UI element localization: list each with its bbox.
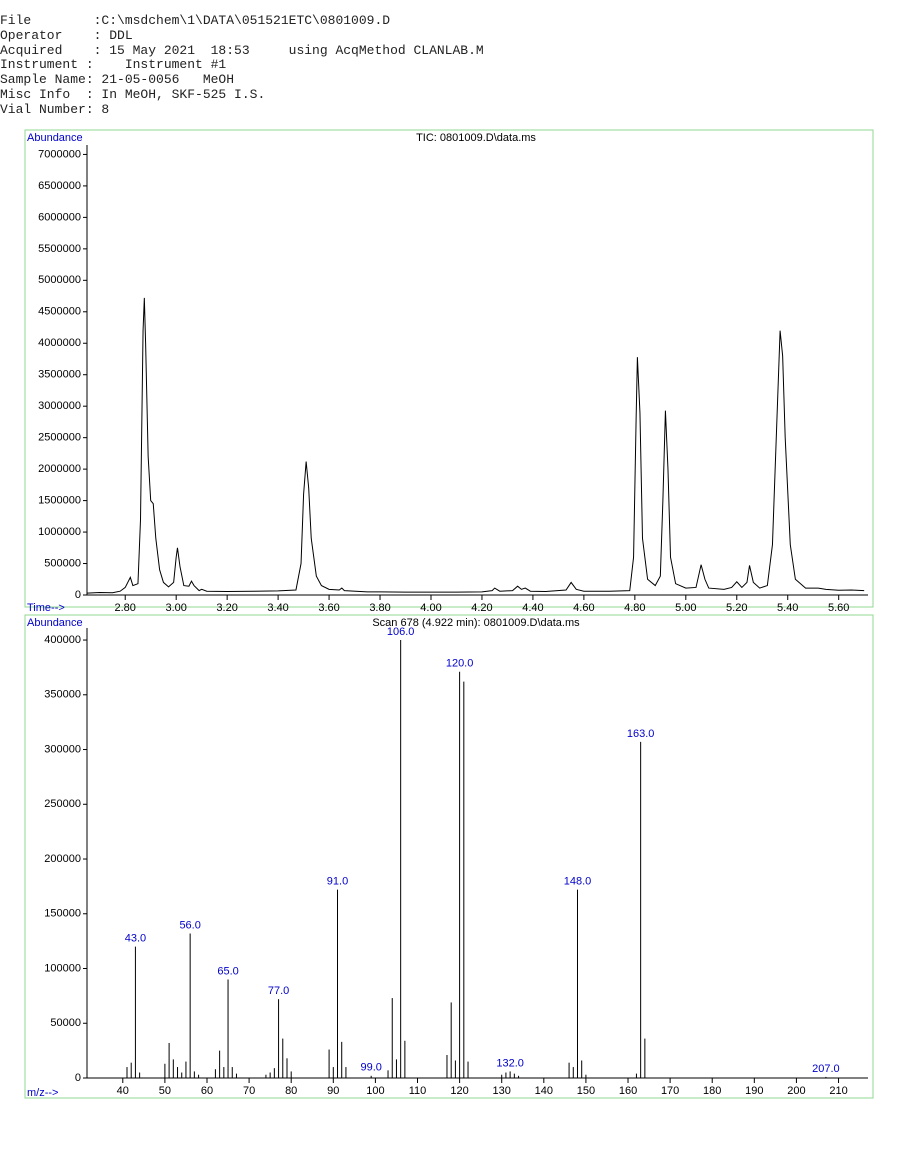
y-tick-label: 0 — [75, 1072, 81, 1084]
y-tick-label: 250000 — [44, 798, 81, 810]
peak-label: 207.0 — [812, 1063, 840, 1075]
x-tick-label: 70 — [243, 1085, 255, 1097]
y-tick-label: 7000000 — [38, 148, 81, 160]
x-tick-label: 180 — [703, 1085, 721, 1097]
peak-label: 56.0 — [179, 919, 200, 931]
y-tick-label: 150000 — [44, 908, 81, 920]
peak-label: 99.0 — [360, 1062, 381, 1074]
x-tick-label: 3.00 — [165, 602, 186, 614]
x-tick-label: 2.80 — [115, 602, 136, 614]
x-tick-label: 190 — [745, 1085, 763, 1097]
x-tick-label: 110 — [409, 1085, 427, 1097]
y-tick-label: 6500000 — [38, 180, 81, 192]
x-tick-label: 140 — [535, 1085, 553, 1097]
y-tick-label: 500000 — [44, 557, 81, 569]
y-tick-label: 2000000 — [38, 463, 81, 475]
y-axis-label: Abundance — [27, 617, 83, 629]
x-tick-label: 150 — [577, 1085, 595, 1097]
y-tick-label: 1500000 — [38, 495, 81, 507]
trace — [86, 297, 865, 594]
y-tick-label: 4000000 — [38, 337, 81, 349]
x-tick-label: 3.80 — [369, 602, 390, 614]
y-axis-label: Abundance — [27, 132, 83, 144]
x-axis-label: Time--> — [27, 602, 65, 614]
x-tick-label: 3.60 — [318, 602, 339, 614]
y-tick-label: 400000 — [44, 634, 81, 646]
x-tick-label: 5.20 — [726, 602, 747, 614]
peak-label: 148.0 — [564, 876, 592, 888]
peak-label: 91.0 — [327, 876, 348, 888]
x-tick-label: 210 — [829, 1085, 847, 1097]
y-tick-label: 100000 — [44, 962, 81, 974]
x-tick-label: 5.60 — [828, 602, 849, 614]
x-tick-label: 80 — [285, 1085, 297, 1097]
x-tick-label: 50 — [159, 1085, 171, 1097]
x-tick-label: 200 — [787, 1085, 805, 1097]
y-tick-label: 3500000 — [38, 369, 81, 381]
peak-label: 43.0 — [125, 933, 146, 945]
peak-label: 77.0 — [268, 985, 289, 997]
x-tick-label: 60 — [201, 1085, 213, 1097]
peak-label: 65.0 — [217, 965, 238, 977]
x-tick-label: 130 — [493, 1085, 511, 1097]
y-tick-label: 5000000 — [38, 274, 81, 286]
chart-title: TIC: 0801009.D\data.ms — [416, 132, 536, 144]
chart-title: Scan 678 (4.922 min): 0801009.D\data.ms — [372, 617, 580, 629]
header-line: Acquired : 15 May 2021 18:53 using AcqMe… — [0, 42, 484, 58]
x-tick-label: 4.20 — [471, 602, 492, 614]
peak-label: 163.0 — [627, 728, 655, 740]
y-tick-label: 3000000 — [38, 400, 81, 412]
x-tick-label: 120 — [450, 1085, 468, 1097]
chart-frame — [24, 129, 874, 608]
x-tick-label: 5.00 — [675, 602, 696, 614]
y-tick-label: 200000 — [44, 853, 81, 865]
x-tick-label: 4.40 — [522, 602, 543, 614]
x-tick-label: 5.40 — [777, 602, 798, 614]
header-line: Sample Name: 21-05-0056 MeOH — [0, 72, 235, 88]
chart-frame — [24, 614, 874, 1099]
y-tick-label: 4500000 — [38, 306, 81, 318]
x-tick-label: 3.20 — [216, 602, 237, 614]
y-tick-label: 50000 — [50, 1017, 81, 1029]
x-tick-label: 90 — [327, 1085, 339, 1097]
header-line: Instrument : Instrument #1 — [0, 57, 227, 73]
header-line: Misc Info : In MeOH, SKF-525 I.S. — [0, 86, 266, 102]
header-line: File :C:\msdchem\1\DATA\051521ETC\080100… — [0, 13, 391, 28]
x-tick-label: 40 — [117, 1085, 129, 1097]
y-tick-label: 2500000 — [38, 432, 81, 444]
x-axis-label: m/z--> — [27, 1087, 58, 1099]
header-line: Operator : DDL — [0, 27, 133, 43]
x-tick-label: 100 — [366, 1085, 384, 1097]
peak-label: 132.0 — [496, 1057, 524, 1069]
x-tick-label: 3.40 — [267, 602, 288, 614]
y-tick-label: 350000 — [44, 689, 81, 701]
header: File :C:\msdchem\1\DATA\051521ETC\080100… — [0, 13, 484, 118]
y-tick-label: 0 — [75, 589, 81, 601]
y-tick-label: 5500000 — [38, 243, 81, 255]
y-tick-label: 1000000 — [38, 526, 81, 538]
header-line: Vial Number: 8 — [0, 101, 110, 117]
y-tick-label: 300000 — [44, 743, 81, 755]
y-tick-label: 6000000 — [38, 211, 81, 223]
x-tick-label: 170 — [661, 1085, 679, 1097]
peak-label: 106.0 — [387, 626, 415, 638]
peak-label: 120.0 — [446, 658, 474, 670]
x-tick-label: 160 — [619, 1085, 637, 1097]
x-tick-label: 4.80 — [624, 602, 645, 614]
x-tick-label: 4.60 — [573, 602, 594, 614]
x-tick-label: 4.00 — [420, 602, 441, 614]
